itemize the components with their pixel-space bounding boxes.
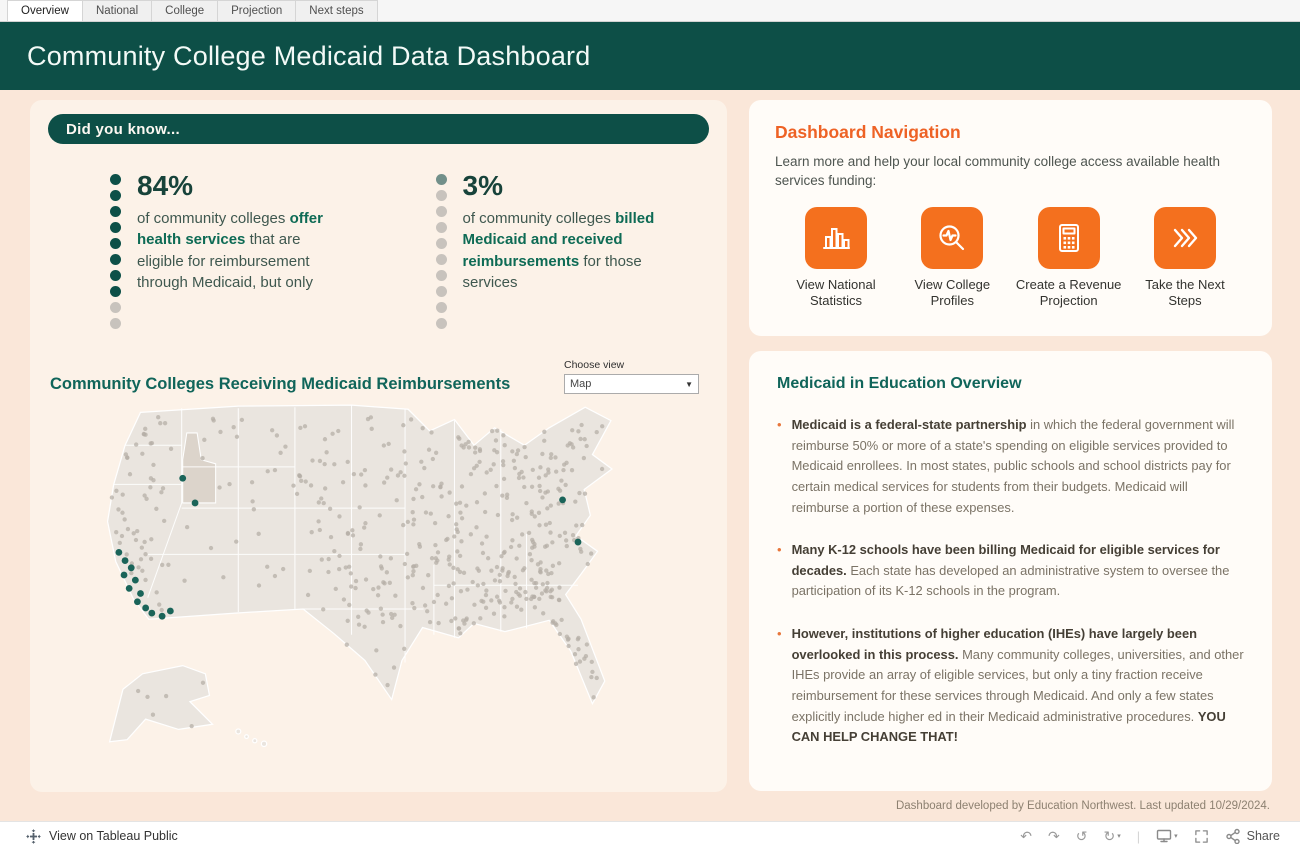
take-next-steps-button[interactable]: Take the Next Steps [1128, 206, 1242, 310]
state-borders [113, 405, 578, 663]
redo-icon[interactable]: ↷ [1048, 828, 1060, 844]
tableau-logo-icon [26, 829, 41, 843]
view-select-value: Map [570, 378, 592, 390]
toolbar-divider: | [1136, 828, 1141, 844]
dashboard-navigation-card: Dashboard Navigation Learn more and help… [749, 100, 1272, 336]
view-college-profiles-button[interactable]: View College Profiles [895, 206, 1009, 310]
tab-projection[interactable]: Projection [217, 0, 297, 21]
college-location-dots [109, 415, 605, 729]
chevron-down-icon: ▾ [1174, 832, 1178, 840]
choose-view-label: Choose view [564, 359, 625, 371]
dot-column-icon [110, 170, 121, 329]
share-button[interactable]: Share [1225, 828, 1280, 844]
chevron-down-icon: ▼ [685, 379, 693, 389]
medicaid-overview-card: Medicaid in Education Overview • Medicai… [749, 351, 1272, 791]
calculator-icon [1037, 206, 1100, 269]
bullet-icon: • [777, 542, 782, 558]
bullet-icon: • [777, 417, 782, 432]
navigation-title: Dashboard Navigation [775, 122, 961, 142]
replay-speed-icon[interactable]: ↻ ▾ [1103, 828, 1121, 844]
page-title: Community College Medicaid Data Dashboar… [27, 40, 591, 71]
stat-text: of community colleges billed Medicaid an… [462, 210, 655, 291]
dashboard-body: Did you know... 84% of community college… [0, 90, 1300, 821]
reimbursement-college-dots [115, 474, 582, 620]
did-you-know-banner: Did you know... [48, 114, 709, 144]
stat-text: of community colleges offer health servi… [137, 210, 323, 291]
sheet-tab-bar: Overview National College Projection Nex… [0, 0, 1300, 22]
fullscreen-icon[interactable] [1194, 829, 1209, 844]
tab-next-steps[interactable]: Next steps [295, 0, 378, 21]
share-nodes-icon [1225, 828, 1240, 844]
map-title: Community Colleges Receiving Medicaid Re… [50, 375, 511, 393]
navigation-subtitle: Learn more and help your local community… [775, 154, 1220, 188]
bullet-icon: • [777, 626, 782, 642]
view-on-tableau-public-label: View on Tableau Public [49, 829, 178, 843]
create-revenue-projection-button[interactable]: Create a Revenue Projection [1012, 206, 1126, 310]
tab-national[interactable]: National [81, 0, 153, 21]
chevron-down-icon: ▾ [1117, 832, 1121, 840]
replay-icon[interactable]: ↺ [1075, 828, 1088, 844]
undo-icon[interactable]: ↶ [1020, 828, 1033, 844]
toolbar-actions: ↶ ↷ ↺ ↻ ▾ | ▾ Share [1020, 828, 1280, 844]
view-select[interactable]: Map ▼ [564, 374, 699, 394]
dashboard-header: Community College Medicaid Data Dashboar… [0, 22, 1300, 90]
hawaii-shape [235, 728, 268, 748]
chevrons-icon [1153, 206, 1216, 269]
tab-overview[interactable]: Overview [7, 0, 83, 21]
tab-college[interactable]: College [151, 0, 219, 21]
tableau-toolbar: View on Tableau Public ↶ ↷ ↺ ↻ ▾ | ▾ [0, 821, 1300, 850]
stats-row: 84% of community colleges offer health s… [48, 170, 709, 329]
stat-offer-health-services: 84% of community colleges offer health s… [110, 170, 384, 329]
choose-view-control: Choose view Map ▼ [564, 359, 699, 394]
bar-chart-icon [805, 206, 867, 269]
dot-column-icon [435, 170, 447, 329]
credit-line: Dashboard developed by Education Northwe… [895, 800, 1270, 812]
overview-title: Medicaid in Education Overview [777, 375, 1022, 392]
stat-billed-medicaid: 3% of community colleges billed Medicaid… [435, 170, 710, 329]
overview-bullet-1: • Medicaid is a federal-state partnershi… [777, 415, 1244, 518]
stat-value: 84% [137, 170, 194, 201]
us-map-svg[interactable] [82, 400, 724, 750]
share-label: Share [1246, 829, 1280, 843]
stat-value: 3% [462, 170, 503, 201]
college-search-icon [921, 206, 984, 269]
navigation-buttons: View National Statistics [775, 206, 1246, 310]
map-header-row: Community Colleges Receiving Medicaid Re… [48, 359, 709, 394]
device-layout-icon[interactable]: ▾ [1156, 828, 1178, 844]
us-map[interactable] [48, 400, 709, 755]
overview-bullet-2: • Many K-12 schools have been billing Me… [777, 540, 1244, 602]
did-you-know-card: Did you know... 84% of community college… [30, 100, 727, 792]
alaska-shape [108, 664, 214, 743]
right-column: Dashboard Navigation Learn more and help… [749, 100, 1272, 821]
overview-bullet-3: • However, institutions of higher educat… [777, 624, 1244, 748]
view-national-statistics-button[interactable]: View National Statistics [779, 206, 893, 310]
view-on-tableau-public-link[interactable]: View on Tableau Public [26, 829, 178, 844]
